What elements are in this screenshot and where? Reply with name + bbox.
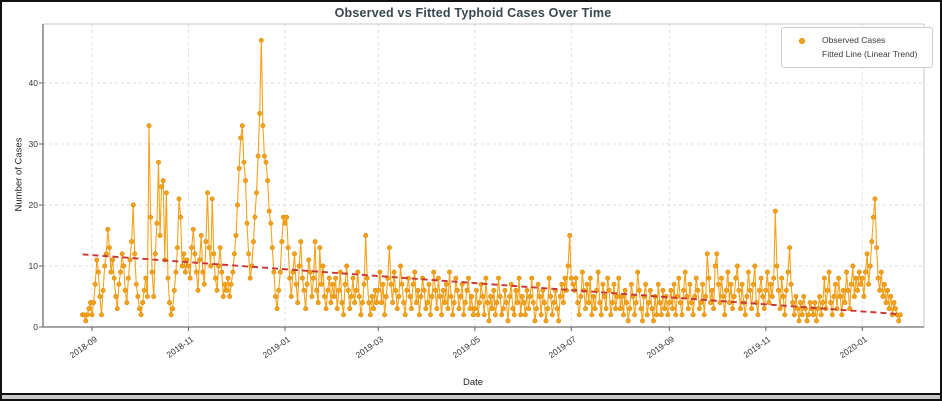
legend-label-fitted: Fitted Line (Linear Trend)	[822, 49, 918, 59]
y-tick-label: 40	[28, 78, 38, 88]
legend-label-observed: Observed Cases	[822, 35, 886, 45]
chart-title: Observed vs Fitted Typhoid Cases Over Ti…	[334, 6, 612, 20]
y-tick-label: 10	[28, 261, 38, 271]
legend: Observed Cases Fitted Line (Linear Trend…	[781, 27, 933, 68]
plot-area	[39, 23, 925, 331]
y-tick-label: 30	[28, 139, 38, 149]
window-bottom-strip	[2, 393, 940, 399]
legend-item-fitted: Fitted Line (Linear Trend)	[789, 47, 925, 61]
x-axis-label: Date	[462, 377, 484, 388]
y-tick-label: 20	[28, 200, 38, 210]
y-tick-label: 0	[33, 322, 38, 332]
legend-item-observed: Observed Cases	[789, 33, 925, 47]
